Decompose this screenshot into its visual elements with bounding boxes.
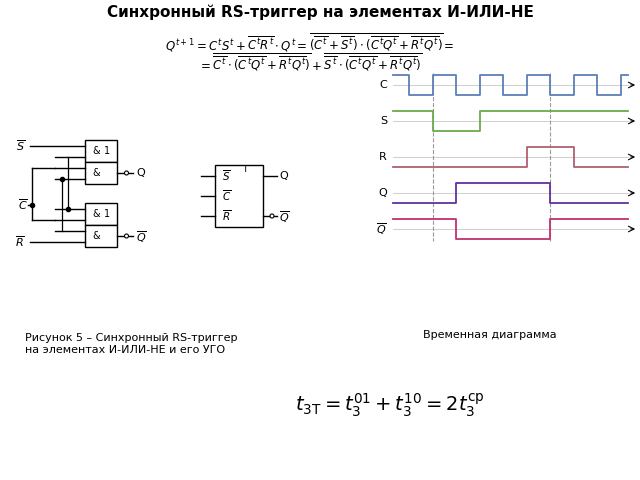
Text: $\overline{S}$: $\overline{S}$ [16, 138, 25, 153]
Text: &: & [92, 231, 100, 241]
Text: Синхронный RS-триггер на элементах И-ИЛИ-НЕ: Синхронный RS-триггер на элементах И-ИЛИ… [107, 4, 533, 20]
Text: Q: Q [378, 188, 387, 198]
Bar [85, 225, 117, 247]
Text: S: S [380, 116, 387, 126]
Text: $\overline{R}$: $\overline{R}$ [222, 209, 231, 223]
Text: $Q^{t+1}=C^t S^t+\overline{C^t R^t}\cdot Q^t=\overline{(\overline{C^t}+\overline: $Q^{t+1}=C^t S^t+\overline{C^t R^t}\cdot… [165, 32, 455, 54]
Text: Q: Q [136, 168, 145, 178]
Text: T: T [243, 166, 248, 175]
Text: C: C [380, 80, 387, 90]
Text: t: t [639, 224, 640, 234]
Text: 1: 1 [104, 146, 110, 156]
Text: t: t [639, 188, 640, 198]
Text: 1: 1 [104, 209, 110, 219]
Text: $\overline{R}$: $\overline{R}$ [15, 234, 25, 249]
Text: &: & [92, 209, 100, 219]
Text: $\overline{S}$: $\overline{S}$ [222, 168, 230, 183]
Text: t: t [639, 80, 640, 90]
Bar [85, 162, 117, 184]
Text: Q: Q [279, 171, 288, 181]
Circle shape [270, 214, 274, 218]
Text: &: & [92, 146, 100, 156]
Text: &: & [92, 168, 100, 178]
Text: t: t [639, 116, 640, 126]
Bar [85, 203, 117, 225]
Text: $\overline{Q}$: $\overline{Q}$ [376, 221, 387, 237]
Text: $\overline{Q}$: $\overline{Q}$ [279, 209, 290, 225]
Text: Рисунок 5 – Синхронный RS-триггер
на элементах И-ИЛИ-НЕ и его УГО: Рисунок 5 – Синхронный RS-триггер на эле… [25, 333, 237, 355]
Bar [85, 140, 117, 162]
Circle shape [125, 171, 129, 175]
Text: $\overline{C}$: $\overline{C}$ [222, 189, 231, 204]
Circle shape [125, 234, 129, 238]
Text: R: R [380, 152, 387, 162]
Text: $t_{3\mathrm{T}} = t_3^{01} + t_3^{10} = 2t_3^{\mathrm{cp}}$: $t_{3\mathrm{T}} = t_3^{01} + t_3^{10} =… [295, 391, 484, 419]
Text: $\overline{C}$: $\overline{C}$ [18, 197, 28, 212]
Bar [215, 165, 263, 227]
Text: $=\overline{\overline{C^t}\cdot(\overline{C^t Q^t}+\overline{R^t Q^t})}+\overlin: $=\overline{\overline{C^t}\cdot(\overlin… [198, 52, 422, 73]
Text: $\overline{Q}$: $\overline{Q}$ [136, 229, 147, 245]
Text: t: t [639, 152, 640, 162]
Text: Временная диаграмма: Временная диаграмма [423, 330, 557, 340]
